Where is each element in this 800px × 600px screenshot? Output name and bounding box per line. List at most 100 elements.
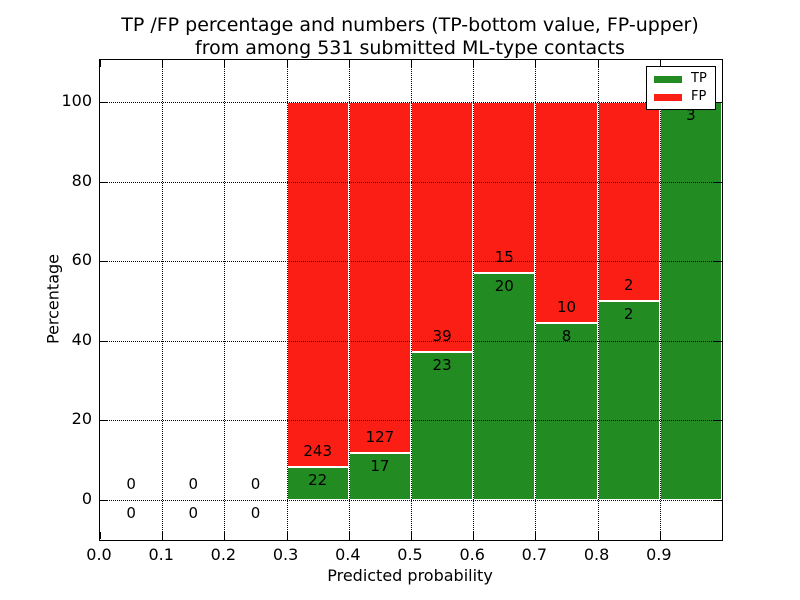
tp-count-label: 8: [561, 327, 572, 346]
y-tick-label: 80: [71, 170, 92, 190]
x-tick-bottom: [162, 532, 164, 539]
y-tick-left: [100, 261, 107, 263]
x-tick-bottom: [224, 532, 226, 539]
x-tick-bottom: [286, 532, 288, 539]
x-tick-label: 0.3: [272, 545, 299, 564]
v-gridline: [659, 60, 661, 540]
x-tick-bottom: [659, 532, 661, 539]
bar-segment-tp: [535, 323, 598, 500]
y-tick-label: 0: [81, 489, 92, 508]
fp-count-label: 0: [188, 475, 199, 493]
bar-segment-tp: [286, 466, 349, 500]
x-tick-label: 0.6: [459, 545, 485, 564]
bar-segment-tp: [473, 272, 536, 500]
v-gridline: [473, 60, 475, 540]
v-gridline: [286, 60, 288, 540]
fp-count-label: 0: [126, 475, 136, 493]
legend-label: FP: [691, 89, 707, 104]
v-gridline: [411, 60, 412, 540]
y-tick-left: [100, 102, 107, 103]
fp-count-label: 0: [250, 475, 261, 493]
x-tick-top: [535, 60, 537, 67]
x-tick-top: [162, 60, 164, 67]
x-tick-label: 0.5: [397, 545, 423, 564]
tp-count-label: 17: [370, 457, 390, 476]
tp-count-label: 23: [432, 356, 452, 375]
y-tick-label: 60: [71, 250, 92, 270]
legend-swatch-tp: [654, 75, 682, 83]
y-tick-right: [714, 340, 721, 342]
x-tick-top: [286, 60, 288, 67]
x-tick-top: [597, 60, 599, 67]
legend-label: TP: [691, 71, 707, 86]
v-gridline: [348, 60, 350, 540]
fp-count-label: 39: [432, 327, 452, 346]
legend: TP FP: [646, 66, 716, 110]
bar-segment-tp: [659, 102, 722, 500]
y-tick-right: [714, 181, 721, 183]
v-gridline: [162, 60, 164, 540]
legend-swatch-fp: [654, 93, 682, 101]
tp-count-label: 22: [308, 470, 328, 489]
y-tick-label: 100: [61, 91, 92, 110]
bar-segment-fp: [286, 102, 349, 467]
fp-count-label: 2: [623, 276, 634, 294]
y-tick-label: 40: [71, 329, 92, 349]
x-tick-top: [348, 60, 350, 67]
y-tick-right: [714, 261, 721, 263]
x-tick-bottom: [535, 532, 537, 539]
tp-count-label: 3: [686, 106, 696, 124]
y-tick-right: [714, 500, 721, 501]
plot-area: 0000002432212717392315201082203TPFP: [99, 59, 723, 541]
x-tick-bottom: [411, 532, 412, 539]
x-tick-label: 0.1: [148, 545, 174, 564]
bar-segment-fp: [597, 102, 660, 301]
v-gridline: [597, 60, 599, 540]
x-tick-bottom: [348, 532, 350, 539]
tp-count-label: 20: [494, 276, 514, 295]
x-tick-label: 0.4: [335, 545, 361, 564]
x-tick-label: 0.8: [583, 545, 610, 564]
x-tick-bottom: [473, 532, 475, 539]
x-tick-label: 0.7: [521, 545, 548, 564]
v-gridline: [535, 60, 537, 540]
chart-title-line2: from among 531 submitted ML-type contact…: [195, 37, 625, 59]
x-axis-label: Predicted probability: [327, 566, 493, 585]
y-tick-left: [100, 500, 107, 501]
bar-segment-fp: [411, 102, 474, 353]
v-gridline: [224, 60, 226, 540]
x-tick-label: 0.9: [646, 545, 672, 564]
x-tick-top: [100, 60, 101, 67]
y-tick-right: [714, 102, 721, 103]
legend-item-tp: TP: [654, 72, 715, 86]
y-tick-left: [100, 181, 107, 183]
fp-count-label: 15: [494, 247, 514, 266]
y-tick-label: 20: [71, 409, 92, 429]
tp-count-label: 0: [250, 504, 261, 522]
x-tick-top: [473, 60, 475, 67]
x-tick-top: [224, 60, 226, 67]
fp-count-label: 243: [303, 441, 333, 460]
bar-segment-fp: [535, 102, 598, 324]
bar-segment-tp: [597, 301, 660, 500]
x-tick-bottom: [597, 532, 599, 539]
fp-count-label: 127: [365, 428, 395, 447]
y-tick-left: [100, 420, 107, 422]
bar-segment-tp: [411, 352, 474, 500]
chart-title-line1: TP /FP percentage and numbers (TP-bottom…: [121, 14, 699, 36]
tp-count-label: 0: [188, 504, 199, 522]
tp-count-label: 0: [126, 504, 136, 522]
fp-count-label: 10: [556, 298, 577, 317]
x-tick-label: 0.0: [86, 545, 112, 564]
bar-segment-tp: [348, 453, 411, 500]
x-tick-bottom: [100, 532, 101, 539]
y-tick-left: [100, 340, 107, 342]
legend-item-fp: FP: [654, 90, 715, 104]
x-tick-top: [411, 60, 412, 67]
x-tick-label: 0.2: [210, 545, 237, 564]
x-tick-top: [659, 60, 661, 67]
bar-segment-fp: [348, 102, 411, 454]
tp-count-label: 2: [623, 305, 634, 323]
y-tick-right: [714, 420, 721, 422]
